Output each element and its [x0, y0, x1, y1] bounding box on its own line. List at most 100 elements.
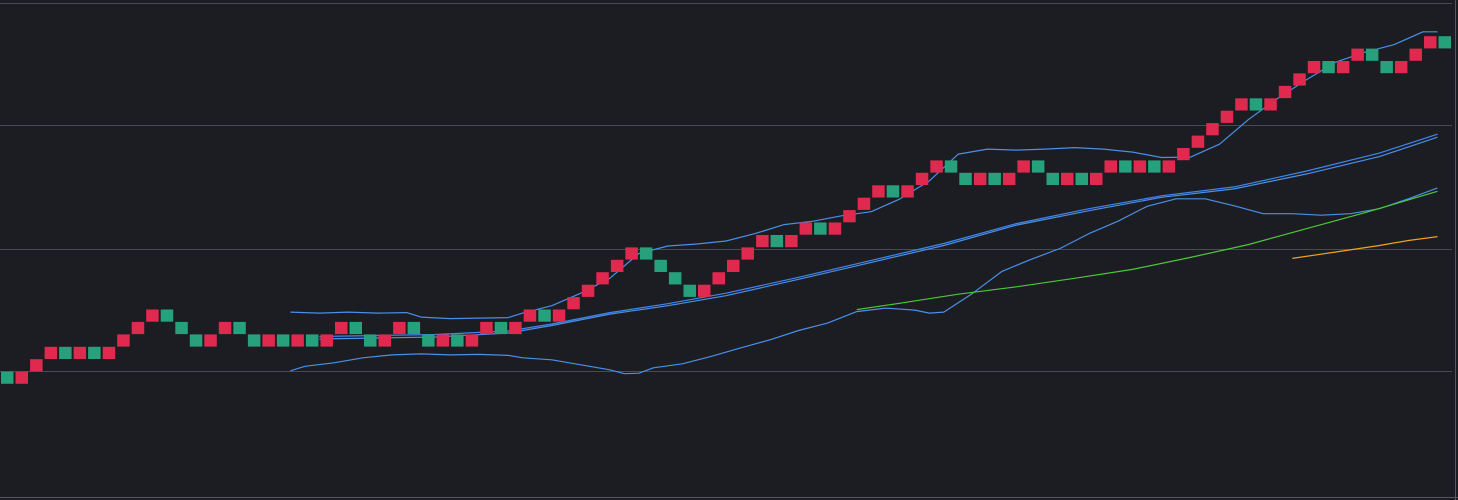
- renko-brick-14: [204, 334, 217, 347]
- renko-brick-85: [1235, 98, 1248, 111]
- renko-brick-29: [422, 334, 435, 347]
- renko-brick-5: [73, 346, 87, 359]
- renko-brick-30: [436, 334, 450, 347]
- renko-brick-22: [320, 334, 333, 347]
- renko-brick-89: [1293, 73, 1306, 86]
- renko-brick-4: [59, 346, 72, 359]
- renko-brick-7: [102, 346, 116, 359]
- renko-brick-91: [1322, 61, 1335, 74]
- renko-brick-50: [727, 259, 740, 272]
- renko-brick-87: [1264, 98, 1277, 111]
- renko-brick-74: [1075, 172, 1088, 185]
- renko-brick-10: [146, 309, 159, 322]
- renko-brick-78: [1133, 160, 1147, 173]
- renko-brick-23: [335, 321, 348, 335]
- renko-brick-6: [88, 346, 101, 359]
- renko-brick-66: [959, 172, 972, 185]
- renko-brick-69: [1002, 172, 1016, 185]
- renko-brick-63: [915, 172, 929, 185]
- renko-brick-45: [654, 259, 667, 272]
- renko-brick-3: [44, 346, 58, 359]
- renko-brick-98: [1424, 36, 1437, 49]
- renko-brick-17: [247, 334, 261, 347]
- series-line-band-upper: [290, 31, 1438, 320]
- renko-brick-88: [1278, 85, 1292, 99]
- renko-brick-33: [480, 321, 493, 335]
- renko-brick-58: [843, 210, 856, 223]
- renko-brick-73: [1061, 172, 1074, 185]
- renko-brick-25: [364, 334, 377, 347]
- renko-brick-67: [973, 172, 987, 185]
- renko-brick-94: [1365, 48, 1379, 61]
- renko-brick-62: [901, 185, 914, 198]
- renko-brick-11: [160, 309, 174, 322]
- renko-brick-76: [1104, 160, 1117, 173]
- series-line-ma-green: [856, 190, 1438, 311]
- renko-brick-68: [988, 172, 1001, 185]
- renko-brick-26: [378, 334, 391, 347]
- renko-brick-18: [262, 334, 275, 347]
- renko-brick-42: [610, 259, 624, 272]
- renko-brick-31: [451, 334, 464, 347]
- renko-brick-55: [799, 222, 813, 235]
- renko-brick-93: [1351, 48, 1364, 61]
- renko-brick-53: [770, 235, 784, 248]
- renko-brick-47: [683, 284, 696, 297]
- renko-brick-61: [886, 185, 900, 198]
- renko-brick-16: [233, 321, 246, 335]
- renko-brick-80: [1162, 160, 1176, 173]
- series-line-band-lower: [290, 187, 1438, 375]
- renko-brick-97: [1409, 48, 1422, 61]
- renko-brick-40: [581, 284, 595, 297]
- renko-brick-77: [1119, 160, 1132, 173]
- renko-brick-0: [1, 371, 14, 384]
- series-line-ma-orange: [1292, 236, 1438, 259]
- renko-brick-75: [1090, 172, 1103, 185]
- renko-brick-1: [15, 371, 28, 384]
- renko-brick-90: [1307, 61, 1321, 74]
- renko-brick-71: [1031, 160, 1045, 173]
- renko-brick-86: [1249, 98, 1263, 111]
- renko-brick-27: [393, 321, 406, 335]
- renko-brick-60: [872, 185, 885, 198]
- renko-brick-72: [1046, 172, 1059, 185]
- renko-brick-81: [1177, 148, 1190, 161]
- renko-brick-70: [1017, 160, 1030, 173]
- renko-brick-46: [668, 272, 682, 285]
- renko-brick-41: [596, 272, 609, 285]
- renko-brick-96: [1394, 61, 1408, 74]
- renko-brick-59: [857, 197, 871, 210]
- renko-brick-83: [1206, 123, 1219, 136]
- renko-brick-28: [407, 321, 421, 335]
- renko-brick-21: [305, 334, 319, 347]
- renko-bricks: [1, 36, 1451, 384]
- renko-brick-48: [698, 284, 711, 297]
- renko-brick-32: [465, 334, 479, 347]
- renko-brick-57: [828, 222, 842, 235]
- renko-brick-12: [175, 321, 188, 335]
- renko-brick-64: [930, 160, 943, 173]
- renko-brick-65: [944, 160, 958, 173]
- renko-brick-54: [785, 235, 798, 248]
- renko-brick-35: [509, 321, 522, 335]
- renko-brick-92: [1336, 61, 1350, 74]
- renko-brick-56: [814, 222, 827, 235]
- renko-brick-13: [189, 334, 203, 347]
- renko-brick-39: [567, 297, 580, 310]
- renko-brick-19: [276, 334, 290, 347]
- renko-brick-99: [1438, 36, 1451, 49]
- renko-brick-52: [756, 235, 769, 248]
- renko-brick-20: [291, 334, 304, 347]
- renko-brick-51: [741, 247, 754, 260]
- renko-brick-9: [131, 321, 145, 335]
- renko-brick-34: [494, 321, 508, 335]
- renko-brick-82: [1191, 135, 1205, 148]
- renko-brick-15: [218, 321, 232, 335]
- renko-brick-43: [625, 247, 638, 260]
- renko-brick-24: [349, 321, 362, 335]
- renko-brick-95: [1380, 61, 1393, 74]
- renko-brick-49: [712, 272, 725, 285]
